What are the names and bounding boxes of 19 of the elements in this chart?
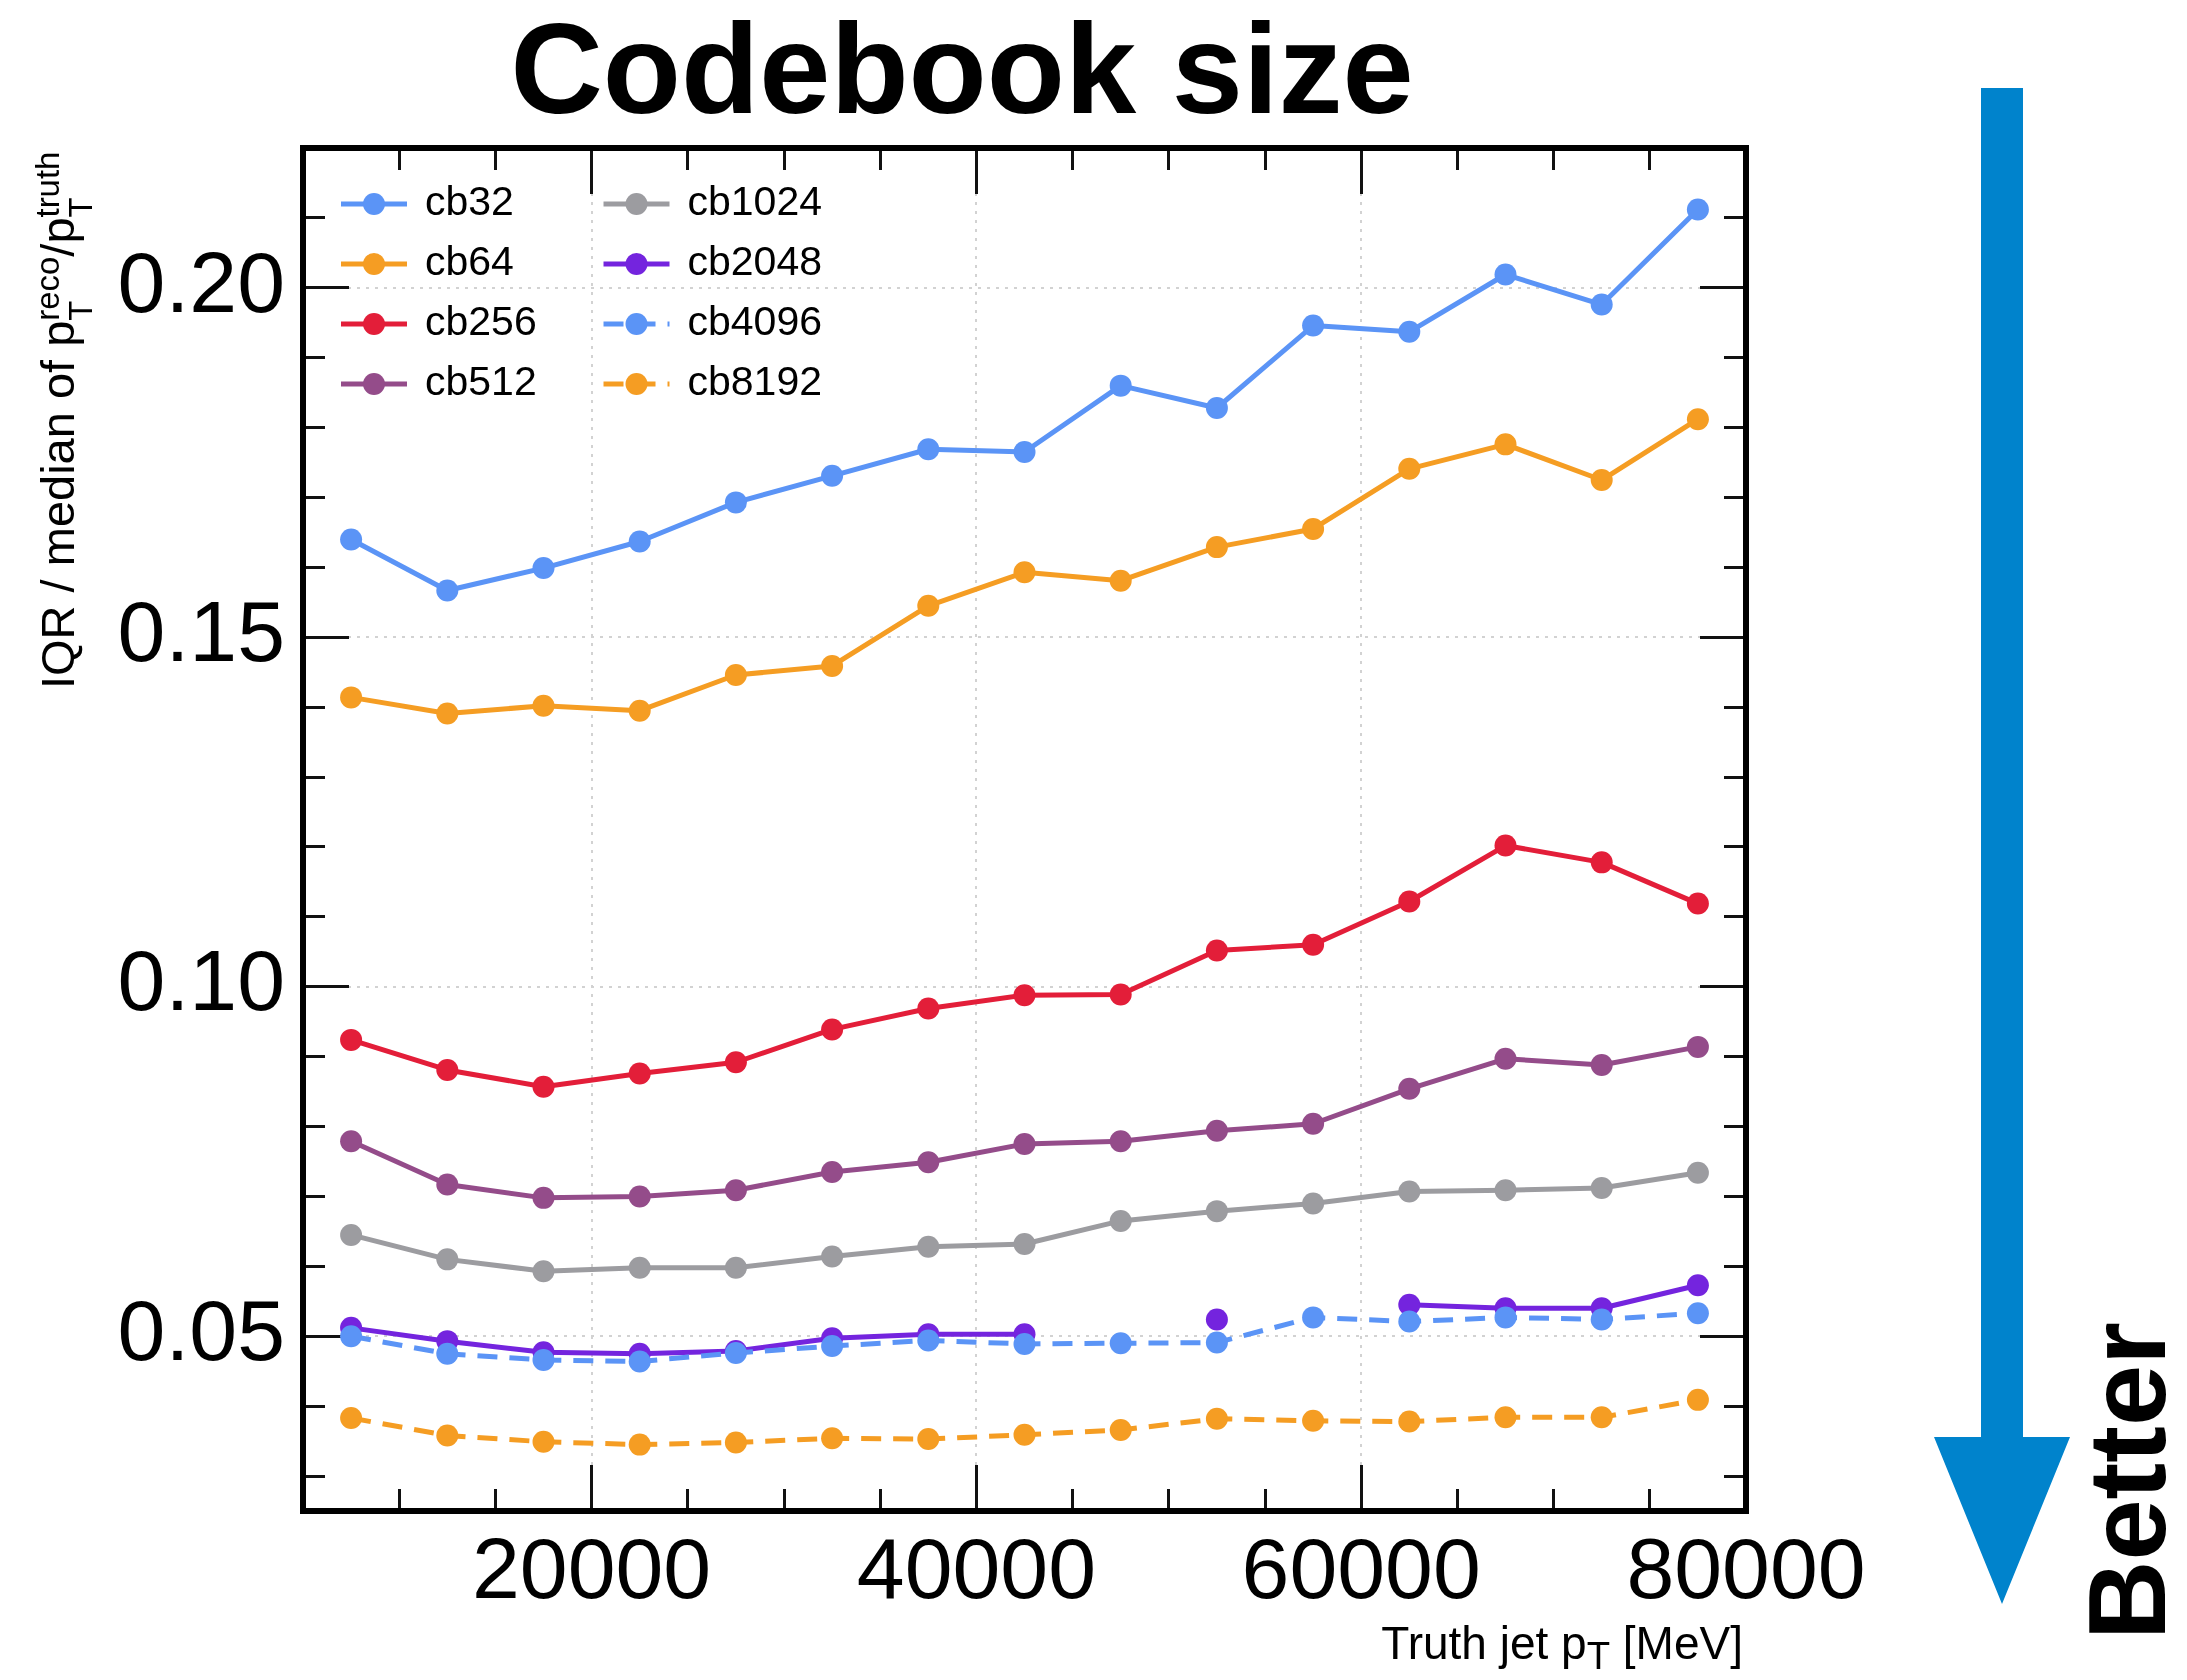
x-tick-label: 20000 (472, 1520, 712, 1617)
y-tick-label: 0.20 (117, 233, 285, 330)
legend-label: cb64 (425, 238, 514, 285)
legend-label: cb4096 (687, 298, 823, 345)
text: Better (2065, 1322, 2187, 1640)
x-tick-label: 80000 (1626, 1520, 1866, 1617)
legend-label: cb8192 (687, 358, 823, 405)
y-tick-label: 0.15 (117, 583, 285, 679)
y-tick-label: 0.10 (117, 932, 285, 1029)
legend-label: cb32 (425, 178, 514, 225)
x-tick-label: 60000 (1241, 1520, 1481, 1617)
x-tick-label: 40000 (856, 1520, 1096, 1617)
chart-title: Codebook size (510, 0, 1414, 140)
legend-label: cb2048 (687, 238, 823, 285)
x-axis-title: Truth jet p$_{T}$ [MeV] (1381, 1616, 1743, 1680)
legend-label: cb256 (425, 298, 537, 345)
y-tick-label: 0.05 (117, 1281, 285, 1378)
legend-label: cb1024 (687, 178, 823, 225)
legend-label: cb512 (425, 358, 537, 405)
